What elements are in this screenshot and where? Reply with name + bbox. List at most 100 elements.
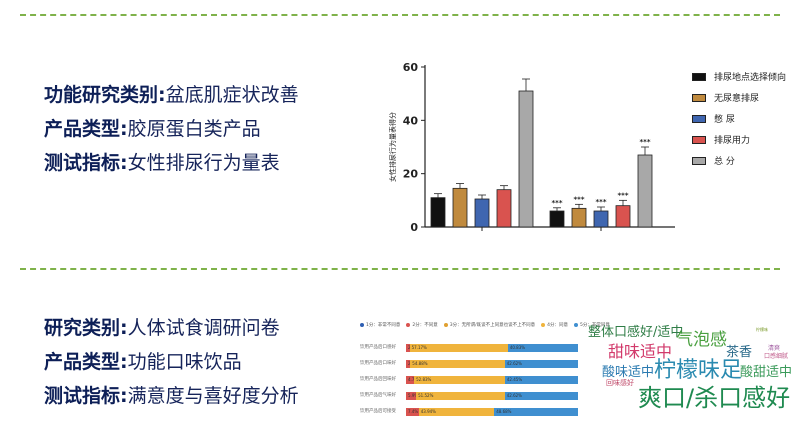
- legend-item: 憋 尿: [692, 108, 786, 129]
- survey-legend-dot: [541, 323, 546, 327]
- info-value: 胶原蛋白类产品: [127, 118, 261, 140]
- info-value: 盆底肌症状改善: [165, 84, 299, 106]
- cloud-word: 柠檬味足: [654, 358, 743, 383]
- survey-legend-label: 4分：同意: [547, 323, 569, 328]
- y-tick-label: 20: [403, 168, 419, 181]
- survey-row-label: 饮用产品后口感好: [360, 345, 396, 350]
- survey-legend: 1分：非常不同意 2分：不同意 3分：无所谓/既谈不上同意也谈不上不同意 4分：同意 5…: [360, 320, 610, 330]
- cloud-word: 茶香: [726, 345, 753, 360]
- middle-divider: [20, 268, 780, 270]
- colon: :: [158, 84, 166, 106]
- survey-legend-label: 3分：无所谓/既谈不上同意也谈不上不同意: [449, 323, 536, 328]
- survey-segment: 51.52%: [416, 392, 505, 400]
- survey-segment: 40.83%: [507, 344, 578, 352]
- info-key: 测试指标: [44, 152, 121, 174]
- info-row-category: 功能研究类别: 盆底肌症状改善: [44, 80, 299, 114]
- survey-row: 饮用产品后气味好 5.9%51.52%42.62%: [360, 390, 580, 402]
- survey-stacked-bar: 4.7%52.83%42.45%: [406, 376, 578, 384]
- bar: [518, 90, 534, 228]
- info-row-product-type: 产品类型: 功能口味饮品: [44, 347, 299, 381]
- survey-legend-label: 5分：非常同意: [580, 323, 610, 328]
- bar: [615, 205, 631, 228]
- legend-swatch: [692, 114, 706, 123]
- satisfaction-stacked-bar-chart: 1分：非常不同意 2分：不同意 3分：无所谓/既谈不上同意也谈不上不同意 4分：同意 5…: [360, 320, 610, 416]
- survey-segment: 52.83%: [414, 376, 505, 384]
- info-key: 研究类别: [44, 317, 121, 339]
- info-row-test-metric: 测试指标: 满意度与喜好度分析: [44, 381, 299, 415]
- bar-chart-legend: 排尿地点选择倾向无尿意排尿憋 尿排尿用力总 分: [692, 66, 786, 171]
- survey-legend-item: 4分：同意: [541, 322, 568, 328]
- survey-stacked-bar: 7.4% 43.94% 48.68%: [406, 408, 578, 416]
- cloud-word: 爽口/杀口感好: [638, 384, 791, 412]
- taste-word-cloud: 整体口感好/适中 气泡感 柠檬味 甜味适中 茶香 清爽 口感细腻 酸味适中 柠檬味足 酸甜适中 回味…: [588, 322, 793, 422]
- survey-segment: 43.94%: [418, 408, 495, 416]
- survey-legend-dot: [574, 323, 579, 327]
- survey-segment: 7.4%: [406, 408, 419, 416]
- survey-segment: 54.88%: [410, 360, 505, 368]
- survey-segment: 2.1%: [406, 344, 410, 352]
- legend-item: 总 分: [692, 150, 786, 171]
- bar: [452, 187, 468, 228]
- survey-legend-label: 2分：不同意: [412, 323, 438, 328]
- bar: [496, 189, 512, 228]
- survey-row: 饮用产品后口味好 2.5%54.88%42.62%: [360, 358, 580, 370]
- cloud-word: 气泡感: [676, 330, 727, 350]
- survey-legend-label: 1分：非常不同意: [366, 323, 401, 328]
- cloud-word: 柠檬味: [756, 327, 768, 332]
- y-axis-label: 女性排尿行为量表得分: [388, 112, 397, 182]
- survey-segment: 5.9%: [406, 392, 417, 400]
- survey-row: 饮用产品后回味好 4.7%52.83%42.45%: [360, 374, 580, 386]
- cloud-word: 回味感好: [606, 379, 634, 387]
- info-row-category: 研究类别: 人体试食调研问卷: [44, 313, 299, 347]
- info-key: 产品类型: [44, 351, 121, 373]
- bar: [549, 210, 565, 228]
- survey-segment: 42.62%: [504, 392, 578, 400]
- survey-legend-item: 5分：非常同意: [574, 322, 610, 328]
- colon: :: [120, 351, 128, 373]
- survey-row: 饮用产品后口感好 2.1%57.17%40.83%: [360, 342, 580, 354]
- survey-segment: 48.68%: [494, 408, 578, 416]
- significance-label: ***: [574, 195, 585, 203]
- legend-swatch: [692, 135, 706, 144]
- survey-row-label: 饮用产品后口味好: [360, 361, 396, 366]
- legend-swatch: [692, 156, 706, 165]
- significance-label: ***: [640, 138, 651, 146]
- info-row-test-metric: 测试指标: 女性排尿行为量表: [44, 148, 299, 182]
- significance-label: ***: [618, 191, 629, 199]
- survey-segment: 2.5%: [406, 360, 411, 368]
- bladder-score-bar-chart: 0 20 40 60 女性排尿行为量表得分 *** *** *** *** ***: [388, 61, 675, 234]
- y-tick-label: 0: [410, 221, 418, 234]
- colon: :: [120, 317, 128, 339]
- survey-row-label: 饮用产品后回味好: [360, 377, 396, 382]
- info-key: 测试指标: [44, 385, 121, 407]
- legend-item: 无尿意排尿: [692, 87, 786, 108]
- cloud-word: 酸甜适中: [740, 365, 793, 380]
- bar: [571, 207, 587, 228]
- cloud-word: 清爽: [768, 345, 781, 352]
- legend-label: 无尿意排尿: [714, 94, 760, 104]
- survey-stacked-bar: 2.5%54.88%42.62%: [406, 360, 578, 368]
- survey-segment: 42.45%: [504, 376, 578, 384]
- legend-label: 排尿用力: [714, 136, 751, 146]
- y-tick-label: 60: [403, 61, 419, 74]
- colon: :: [120, 118, 128, 140]
- info-key: 功能研究类别: [44, 84, 159, 106]
- survey-stacked-bar: 5.9%51.52%42.62%: [406, 392, 578, 400]
- legend-swatch: [692, 72, 706, 81]
- significance-label: ***: [552, 199, 563, 207]
- legend-label: 总 分: [714, 157, 735, 167]
- info-value: 功能口味饮品: [127, 351, 242, 373]
- legend-item: 排尿地点选择倾向: [692, 66, 786, 87]
- bar: [593, 210, 609, 228]
- survey-legend-item: 2分：不同意: [406, 322, 438, 328]
- survey-legend-dot: [406, 323, 411, 327]
- survey-legend-item: 1分：非常不同意: [360, 322, 400, 328]
- cloud-word: 整体口感好/适中: [588, 325, 684, 340]
- legend-swatch: [692, 93, 706, 102]
- info-value: 满意度与喜好度分析: [127, 385, 299, 407]
- cloud-word: 口感细腻: [764, 353, 789, 360]
- survey-stacked-bar: 2.1%57.17%40.83%: [406, 344, 578, 352]
- cloud-word: 酸味适中: [602, 365, 655, 380]
- y-tick-label: 40: [403, 114, 419, 127]
- bar: [430, 197, 446, 228]
